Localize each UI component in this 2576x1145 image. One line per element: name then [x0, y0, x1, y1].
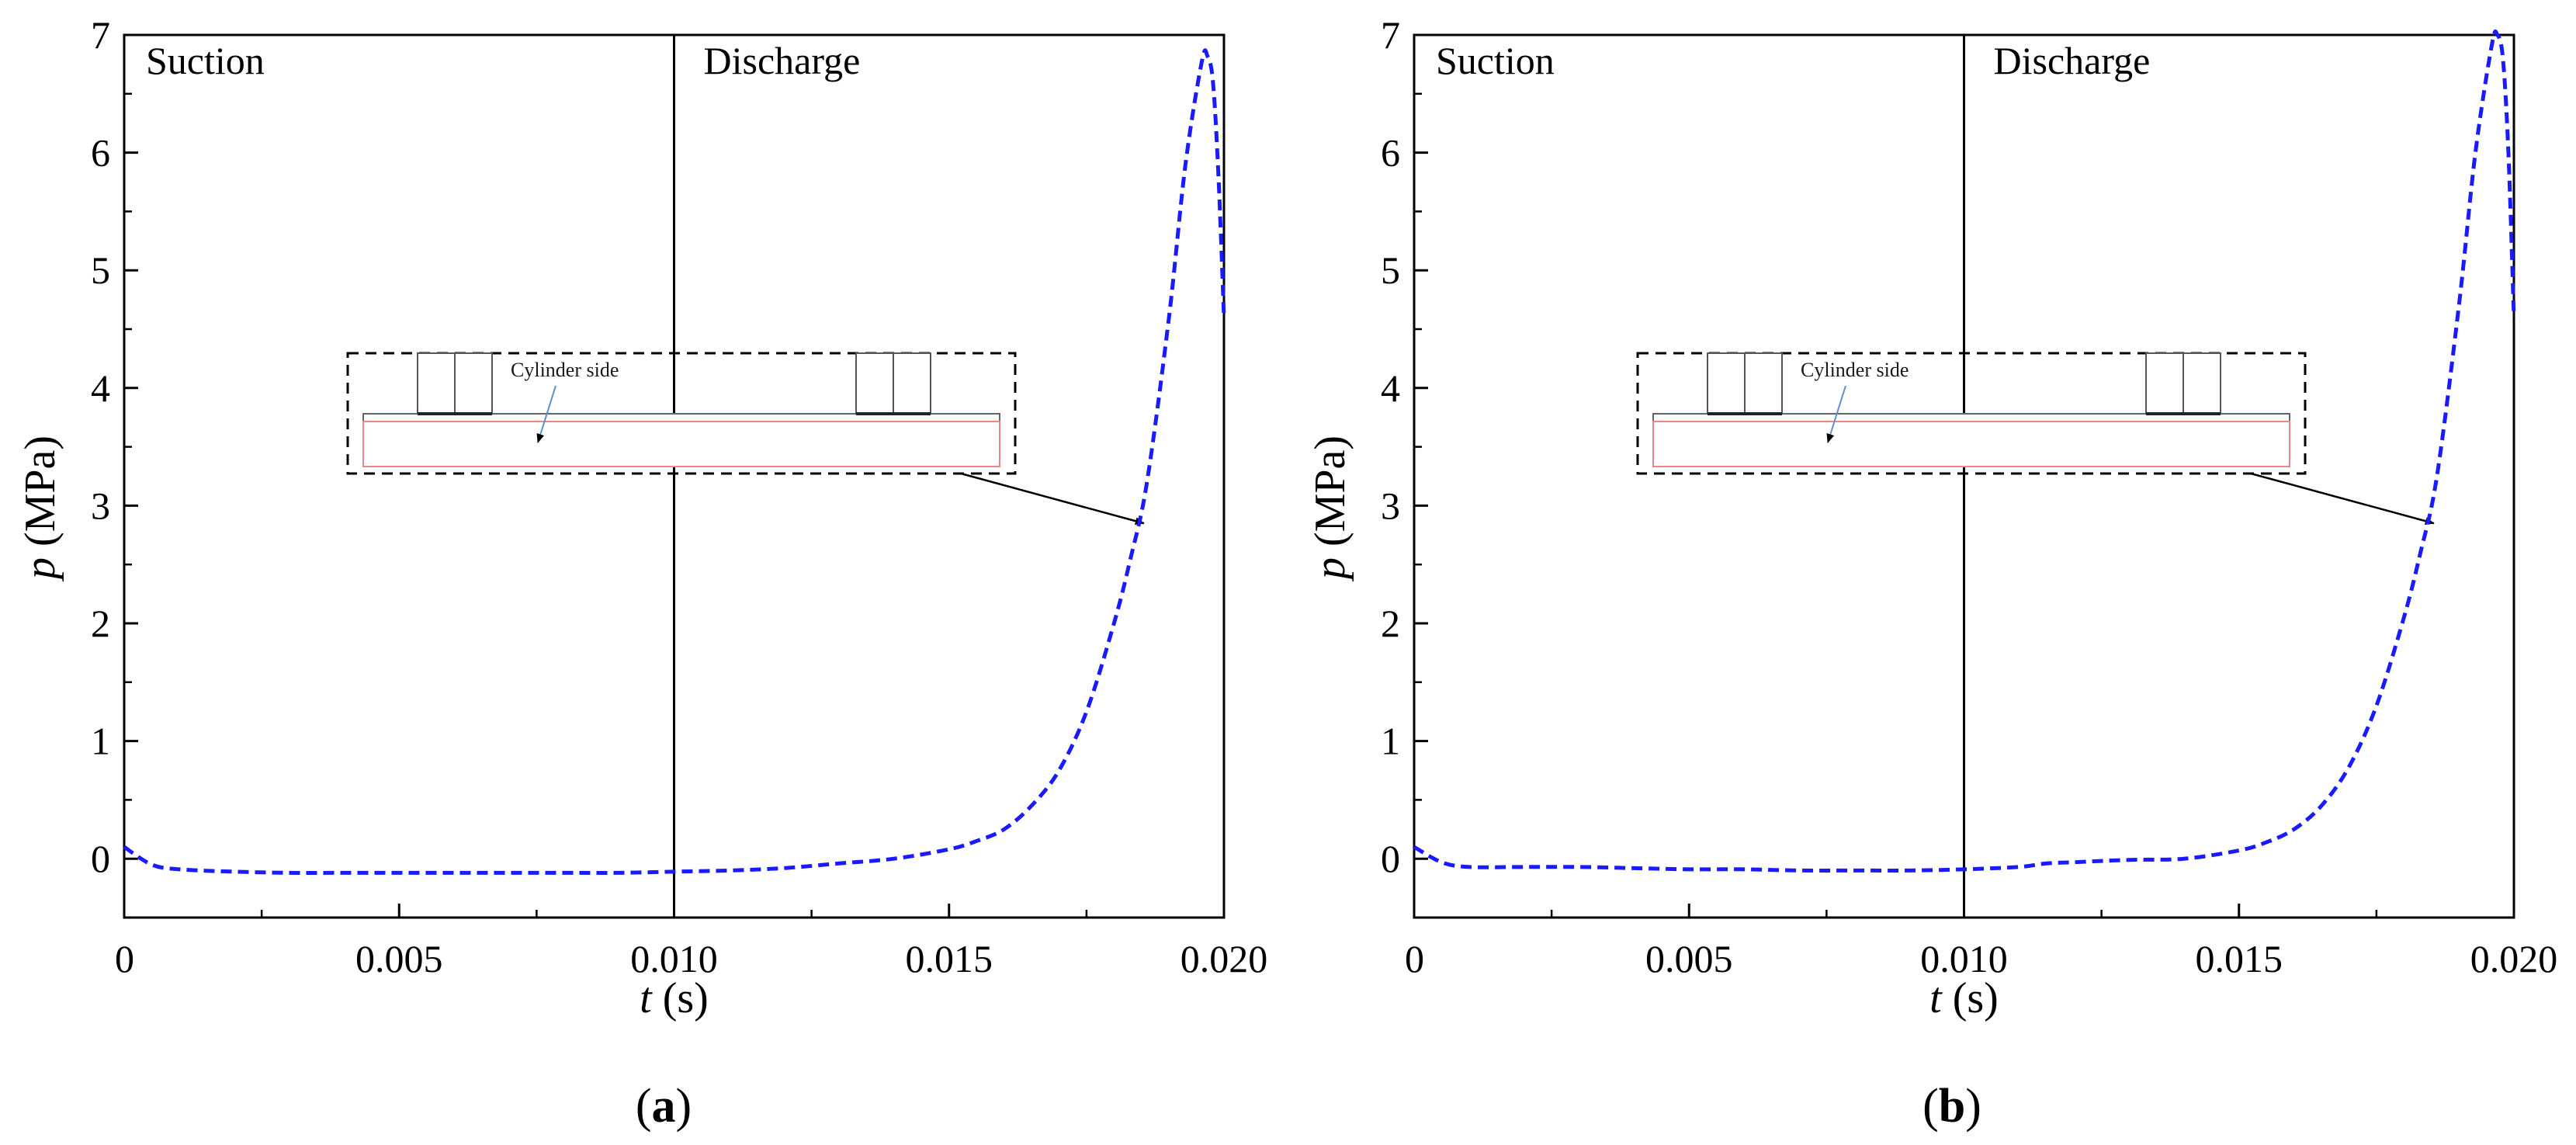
panel-label-close: ) [676, 1080, 692, 1133]
y-tick-label: 7 [91, 13, 110, 57]
inset-pointer [536, 385, 556, 443]
panel-label-letter: b [1939, 1080, 1965, 1133]
y-tick-label: 4 [1381, 366, 1400, 410]
y-tick-label: 2 [91, 602, 110, 645]
panel-label-close: ) [1965, 1080, 1981, 1133]
y-tick-label: 7 [1381, 13, 1400, 57]
x-tick-label: 0.015 [906, 937, 993, 980]
pressure-series-line [1413, 29, 2516, 873]
x-tick-label: 0.005 [1645, 937, 1733, 980]
region-label-suction: Suction [1436, 39, 1555, 82]
y-tick-label: 0 [1381, 837, 1400, 880]
x-tick-label: 0.010 [630, 937, 718, 980]
y-axis-variable: p [16, 557, 64, 582]
y-axis-variable: p [1306, 557, 1354, 582]
inset-label: Cylinder side [511, 359, 619, 381]
y-axis-unit: (MPa) [1306, 435, 1354, 557]
y-tick-label: 4 [91, 366, 110, 410]
x-tick-label: 0 [1405, 937, 1424, 980]
inset-pointer [1826, 385, 1846, 443]
x-axis-variable: t [1929, 974, 1943, 1022]
cylinder-chamber [1652, 421, 2290, 467]
callout-arrow [2250, 472, 2435, 526]
region-label-discharge: Discharge [1994, 39, 2151, 82]
chart-panel-a: 0 1 2 3 4 5 6 7 0 0.005 0.010 0.015 0.020 Suction Disc… [16, 13, 1267, 1133]
x-tick-label: 0.020 [2470, 937, 2558, 980]
region-label-suction: Suction [146, 39, 265, 82]
panel-label-open: ( [1922, 1080, 1939, 1133]
x-tick-label: 0.020 [1181, 937, 1268, 980]
y-tick-label: 3 [91, 484, 110, 527]
cylinder-chamber [362, 421, 1000, 467]
panel-label-letter: a [652, 1080, 676, 1133]
y-axis-title: p (MPa) [16, 435, 64, 582]
region-label-discharge: Discharge [704, 39, 861, 82]
inset-label: Cylinder side [1801, 359, 1909, 381]
y-tick-label: 5 [91, 248, 110, 292]
x-axis-variable: t [640, 974, 653, 1022]
cylinder-inset: Cylinder side [346, 352, 1017, 475]
x-tick-label: 0.015 [2196, 937, 2283, 980]
panel-label: (a) [636, 1080, 692, 1133]
y-tick-label: 2 [1381, 602, 1400, 645]
pressure-series-line [123, 48, 1226, 876]
chart-panel-b: 0 1 2 3 4 5 6 7 0 0.005 0.010 0.015 0.020 Suction Disc… [1306, 13, 2557, 1133]
x-tick-label: 0.005 [355, 937, 443, 980]
y-tick-label: 5 [1381, 248, 1400, 292]
panel-label-open: ( [636, 1080, 652, 1133]
x-axis-title: t (s) [640, 974, 709, 1022]
callout-arrow [960, 472, 1145, 526]
cylinder-inset: Cylinder side [1636, 352, 2307, 475]
x-tick-label: 0.010 [1920, 937, 2008, 980]
panel-label: (b) [1922, 1080, 1981, 1133]
x-tick-label: 0 [115, 937, 134, 980]
y-tick-label: 6 [1381, 131, 1400, 175]
y-tick-label: 1 [1381, 720, 1400, 763]
y-tick-label: 3 [1381, 484, 1400, 527]
x-axis-title: t (s) [1929, 974, 1999, 1022]
y-tick-label: 1 [91, 720, 110, 763]
x-axis-unit: (s) [652, 974, 709, 1022]
y-axis-title: p (MPa) [1306, 435, 1354, 582]
y-tick-label: 6 [91, 131, 110, 175]
y-tick-label: 0 [91, 837, 110, 880]
x-axis-unit: (s) [1942, 974, 1999, 1022]
y-axis-unit: (MPa) [16, 435, 64, 557]
